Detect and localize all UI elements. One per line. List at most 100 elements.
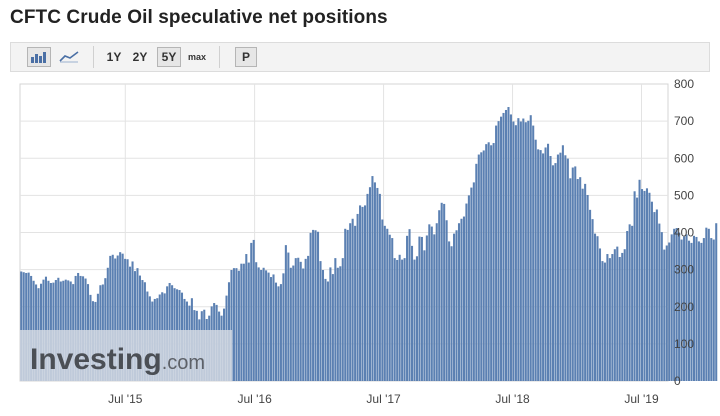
range-max-button[interactable]: max — [187, 52, 206, 62]
bar[interactable] — [507, 107, 510, 382]
bar[interactable] — [504, 109, 508, 382]
bar[interactable] — [245, 254, 248, 381]
bar[interactable] — [465, 203, 468, 381]
bar[interactable] — [341, 258, 344, 381]
bar[interactable] — [509, 114, 512, 381]
bar[interactable] — [428, 224, 431, 381]
bar[interactable] — [502, 112, 505, 382]
bar[interactable] — [532, 125, 535, 381]
bar[interactable] — [356, 213, 359, 381]
bar[interactable] — [376, 187, 379, 381]
bar[interactable] — [440, 202, 443, 381]
bar[interactable] — [312, 229, 315, 381]
bar[interactable] — [326, 281, 329, 382]
bar[interactable] — [334, 258, 337, 381]
range-5y-button[interactable]: 5Y — [157, 47, 181, 67]
bar[interactable] — [462, 216, 465, 381]
bar[interactable] — [556, 154, 559, 381]
bar[interactable] — [309, 232, 312, 381]
bar[interactable] — [645, 188, 649, 381]
bar[interactable] — [549, 156, 552, 381]
bar[interactable] — [82, 276, 85, 381]
bar[interactable] — [383, 225, 386, 381]
bar[interactable] — [274, 282, 278, 381]
bar[interactable] — [371, 176, 374, 381]
bar[interactable] — [700, 242, 703, 381]
bar[interactable] — [658, 223, 661, 381]
bar[interactable] — [705, 227, 708, 381]
bar[interactable] — [566, 158, 569, 381]
p-button[interactable]: P — [235, 47, 257, 67]
bar[interactable] — [648, 192, 651, 381]
bar[interactable] — [324, 278, 327, 381]
bar[interactable] — [299, 261, 302, 381]
bar[interactable] — [425, 235, 428, 381]
bar[interactable] — [514, 125, 517, 382]
bar[interactable] — [495, 125, 498, 381]
bar[interactable] — [344, 228, 347, 381]
bar[interactable] — [665, 245, 668, 381]
bar[interactable] — [621, 252, 624, 381]
bar[interactable] — [22, 272, 25, 381]
bar[interactable] — [420, 236, 423, 381]
bar[interactable] — [697, 241, 700, 381]
bar[interactable] — [331, 274, 334, 381]
bar[interactable] — [359, 205, 362, 381]
bar[interactable] — [497, 121, 500, 382]
bar[interactable] — [707, 228, 710, 381]
bar[interactable] — [302, 268, 305, 381]
bar[interactable] — [675, 228, 678, 381]
bar[interactable] — [477, 154, 480, 381]
bar[interactable] — [235, 268, 238, 381]
bar[interactable] — [270, 277, 273, 381]
bar[interactable] — [111, 254, 114, 381]
bar[interactable] — [304, 258, 307, 381]
bar[interactable] — [673, 228, 676, 381]
bar[interactable] — [398, 254, 401, 381]
bar[interactable] — [443, 203, 446, 381]
bar[interactable] — [633, 191, 636, 381]
bar[interactable] — [611, 254, 614, 381]
bar[interactable] — [20, 271, 23, 381]
bar[interactable] — [678, 232, 681, 382]
bar[interactable] — [25, 272, 28, 381]
bar[interactable] — [591, 219, 594, 381]
bar[interactable] — [683, 236, 686, 381]
bar[interactable] — [368, 187, 371, 381]
bar[interactable] — [623, 249, 626, 381]
bar[interactable] — [131, 261, 134, 381]
bar[interactable] — [529, 115, 532, 381]
bar[interactable] — [354, 225, 357, 381]
bar[interactable] — [386, 228, 389, 381]
bar[interactable] — [27, 272, 30, 381]
bar[interactable] — [542, 153, 545, 381]
bar[interactable] — [410, 245, 414, 381]
bar[interactable] — [423, 250, 426, 381]
bar[interactable] — [584, 183, 587, 381]
bar[interactable] — [255, 262, 258, 381]
bar[interactable] — [366, 193, 369, 381]
bar[interactable] — [240, 263, 243, 381]
bar[interactable] — [668, 242, 671, 381]
range-2y-button[interactable]: 2Y — [132, 50, 148, 64]
bar[interactable] — [307, 255, 310, 381]
bar[interactable] — [551, 165, 555, 381]
bar[interactable] — [712, 239, 715, 381]
bar[interactable] — [74, 275, 77, 381]
bar[interactable] — [361, 206, 364, 381]
bar[interactable] — [482, 150, 485, 381]
bar[interactable] — [267, 272, 270, 381]
bar[interactable] — [257, 267, 260, 381]
bar[interactable] — [512, 121, 515, 382]
bar[interactable] — [106, 267, 109, 381]
bar[interactable] — [232, 268, 235, 381]
bar[interactable] — [116, 255, 119, 381]
bar[interactable] — [316, 231, 320, 381]
bar[interactable] — [653, 212, 656, 381]
bar[interactable] — [294, 258, 297, 381]
bar[interactable] — [57, 277, 60, 381]
bar[interactable] — [388, 234, 391, 381]
bar[interactable] — [453, 233, 456, 381]
bar[interactable] — [455, 230, 458, 381]
bar[interactable] — [349, 223, 352, 381]
